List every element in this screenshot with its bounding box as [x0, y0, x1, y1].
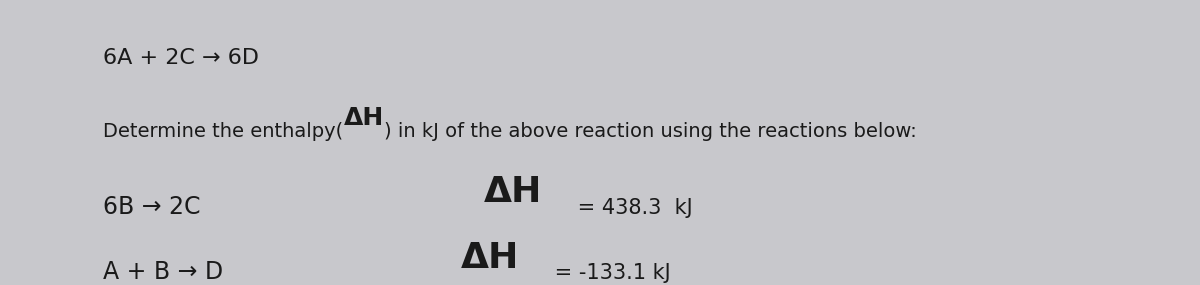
Text: A + B → D: A + B → D — [103, 260, 223, 284]
Text: 6B → 2C: 6B → 2C — [103, 195, 200, 219]
Text: = -133.1 kJ: = -133.1 kJ — [547, 263, 671, 283]
Text: ) in kJ of the above reaction using the reactions below:: ) in kJ of the above reaction using the … — [384, 122, 917, 141]
Text: ΔH: ΔH — [485, 175, 542, 209]
Text: ΔH: ΔH — [343, 106, 384, 131]
Text: 6A + 2C → 6D: 6A + 2C → 6D — [103, 48, 259, 68]
Text: = 438.3  kJ: = 438.3 kJ — [571, 198, 692, 218]
Text: Determine the enthalpy(: Determine the enthalpy( — [103, 122, 343, 141]
Text: ΔH: ΔH — [461, 241, 520, 275]
